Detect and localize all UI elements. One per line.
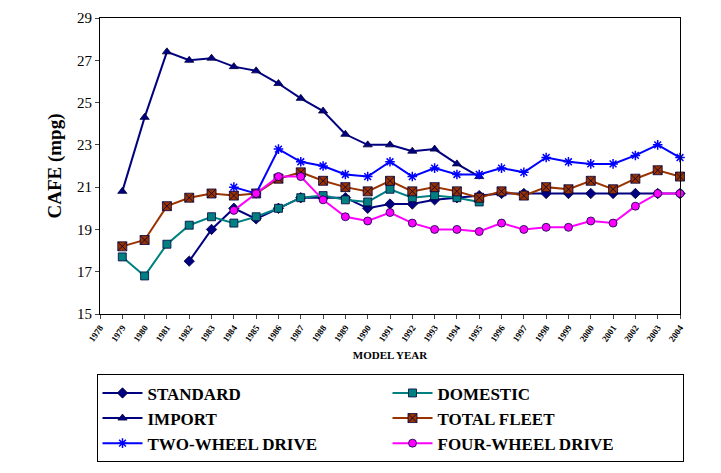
svg-text:1997: 1997 (511, 323, 530, 344)
svg-text:2004: 2004 (667, 323, 686, 344)
svg-text:1980: 1980 (131, 323, 150, 344)
svg-text:1981: 1981 (154, 323, 173, 344)
svg-text:1998: 1998 (533, 323, 552, 344)
svg-text:19: 19 (77, 222, 92, 238)
svg-text:1984: 1984 (221, 323, 240, 344)
svg-text:1991: 1991 (377, 323, 396, 344)
svg-text:15: 15 (77, 306, 92, 322)
svg-text:1987: 1987 (288, 323, 307, 344)
svg-text:1986: 1986 (265, 323, 284, 344)
svg-text:29: 29 (77, 10, 92, 26)
svg-text:MODEL YEAR: MODEL YEAR (353, 349, 429, 361)
svg-text:2002: 2002 (622, 323, 641, 344)
svg-text:STANDARD: STANDARD (148, 385, 241, 404)
svg-text:1985: 1985 (243, 323, 262, 344)
svg-text:2001: 2001 (600, 323, 619, 344)
svg-text:FOUR-WHEEL DRIVE: FOUR-WHEEL DRIVE (438, 435, 614, 454)
svg-text:1990: 1990 (354, 323, 373, 344)
svg-text:17: 17 (77, 264, 93, 280)
svg-text:2003: 2003 (644, 323, 663, 344)
svg-text:1989: 1989 (332, 323, 351, 344)
svg-text:1999: 1999 (555, 323, 574, 344)
svg-text:IMPORT: IMPORT (148, 410, 218, 429)
svg-text:27: 27 (77, 53, 93, 69)
svg-text:1978: 1978 (87, 323, 106, 344)
svg-text:1995: 1995 (466, 323, 485, 344)
svg-text:1983: 1983 (198, 323, 217, 344)
svg-text:CAFE (mpg): CAFE (mpg) (44, 113, 66, 218)
svg-text:21: 21 (77, 179, 92, 195)
svg-text:1982: 1982 (176, 323, 195, 344)
svg-text:DOMESTIC: DOMESTIC (438, 385, 531, 404)
svg-text:25: 25 (77, 95, 92, 111)
svg-text:1992: 1992 (399, 323, 418, 344)
svg-text:1979: 1979 (109, 323, 128, 344)
svg-text:1988: 1988 (310, 323, 329, 344)
svg-text:1996: 1996 (488, 323, 507, 344)
svg-text:23: 23 (77, 137, 92, 153)
svg-text:TOTAL FLEET: TOTAL FLEET (438, 410, 556, 429)
svg-text:2000: 2000 (578, 323, 597, 344)
svg-text:1993: 1993 (421, 323, 440, 344)
svg-text:1994: 1994 (444, 323, 463, 344)
svg-text:TWO-WHEEL DRIVE: TWO-WHEEL DRIVE (148, 435, 318, 454)
